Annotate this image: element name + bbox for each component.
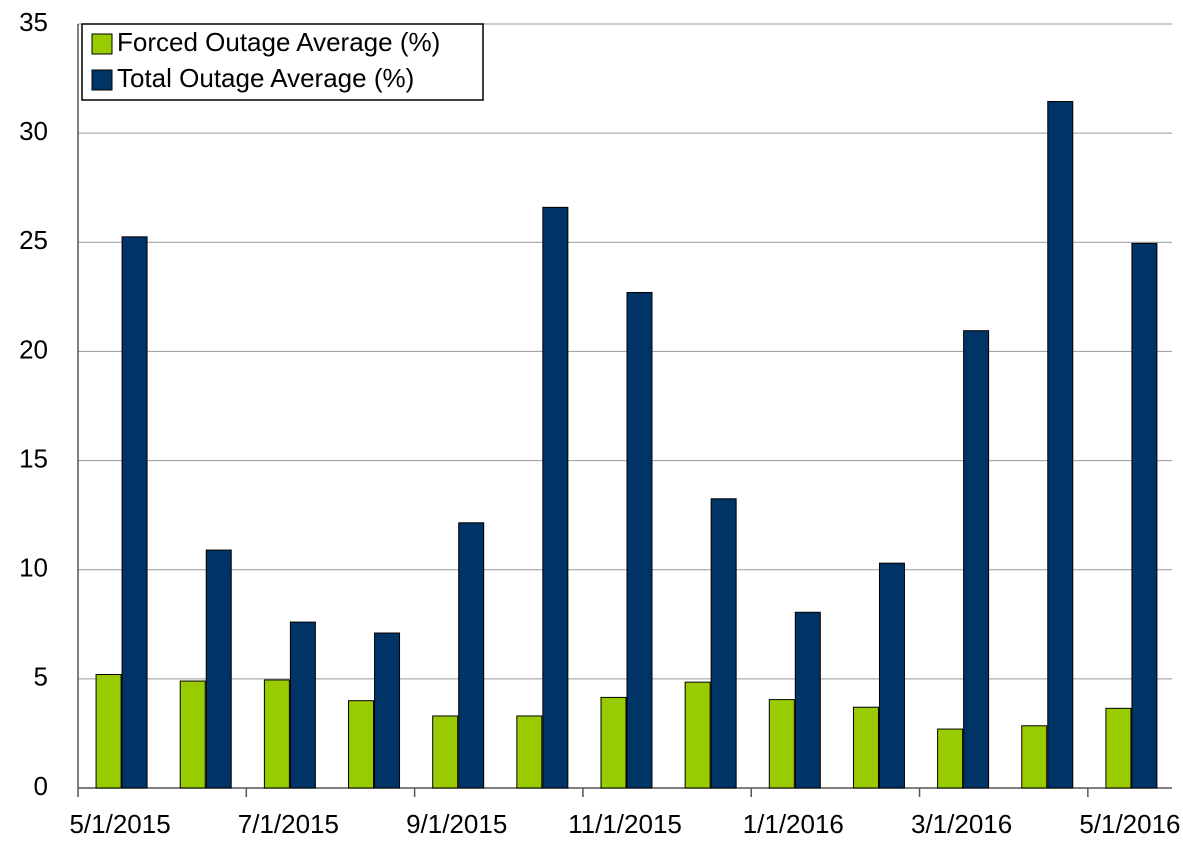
bar xyxy=(263,679,290,789)
bar xyxy=(963,330,990,789)
bar xyxy=(710,498,737,789)
bar xyxy=(516,715,543,789)
bar xyxy=(542,206,569,789)
bar xyxy=(374,632,401,789)
bar xyxy=(852,706,879,789)
bar xyxy=(937,728,964,789)
x-tick-label: 1/1/2016 xyxy=(743,809,844,839)
bar xyxy=(205,549,232,789)
y-tick-label: 25 xyxy=(19,225,48,255)
bar xyxy=(684,681,711,789)
legend-label: Total Outage Average (%) xyxy=(117,63,414,93)
bar xyxy=(458,522,485,789)
bar xyxy=(1105,707,1132,789)
bar xyxy=(95,673,122,789)
y-tick-label: 0 xyxy=(34,771,48,801)
bar xyxy=(794,611,821,789)
x-tick-label: 9/1/2015 xyxy=(406,809,507,839)
y-tick-label: 5 xyxy=(34,662,48,692)
legend-swatch xyxy=(91,33,113,55)
bar xyxy=(600,696,627,789)
x-tick-label: 5/1/2015 xyxy=(69,809,170,839)
bar xyxy=(626,291,653,789)
bar xyxy=(289,621,316,789)
bar xyxy=(1047,100,1074,789)
y-tick-label: 10 xyxy=(19,553,48,583)
x-tick-label: 3/1/2016 xyxy=(911,809,1012,839)
y-tick-label: 15 xyxy=(19,443,48,473)
bar xyxy=(768,699,795,789)
y-tick-label: 35 xyxy=(19,7,48,37)
x-tick-label: 7/1/2015 xyxy=(238,809,339,839)
bar xyxy=(432,715,459,789)
bar xyxy=(1021,725,1048,789)
legend-box xyxy=(81,23,484,101)
bar xyxy=(121,236,148,789)
y-tick-label: 30 xyxy=(19,116,48,146)
x-tick-label: 5/1/2016 xyxy=(1079,809,1180,839)
x-tick-label: 11/1/2015 xyxy=(568,809,682,839)
legend-swatch xyxy=(91,69,113,91)
y-tick-label: 20 xyxy=(19,334,48,364)
legend-label: Forced Outage Average (%) xyxy=(117,27,440,57)
bar xyxy=(348,700,375,789)
bar xyxy=(1131,242,1158,789)
bar xyxy=(878,562,905,789)
bar xyxy=(179,680,206,789)
